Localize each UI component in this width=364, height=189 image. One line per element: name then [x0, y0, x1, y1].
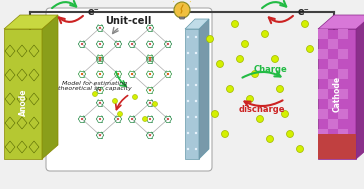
Circle shape — [131, 43, 133, 45]
Circle shape — [174, 2, 190, 18]
Circle shape — [149, 118, 151, 120]
Circle shape — [266, 136, 273, 143]
Circle shape — [131, 73, 133, 75]
Polygon shape — [199, 19, 209, 159]
Circle shape — [99, 27, 101, 29]
Circle shape — [252, 70, 258, 77]
Circle shape — [99, 43, 101, 45]
Circle shape — [195, 132, 197, 134]
Polygon shape — [318, 29, 328, 39]
Circle shape — [211, 111, 218, 118]
Circle shape — [92, 91, 98, 97]
Circle shape — [118, 112, 123, 116]
Polygon shape — [318, 49, 328, 59]
Circle shape — [149, 102, 151, 104]
Polygon shape — [318, 129, 328, 139]
Polygon shape — [185, 19, 209, 29]
Polygon shape — [338, 89, 348, 99]
Polygon shape — [318, 149, 328, 159]
Circle shape — [195, 100, 197, 102]
Circle shape — [187, 52, 189, 54]
Circle shape — [149, 89, 151, 91]
Circle shape — [167, 43, 169, 45]
Circle shape — [237, 56, 244, 63]
Circle shape — [99, 134, 101, 136]
Text: Cathode: Cathode — [332, 76, 341, 112]
Circle shape — [117, 43, 119, 45]
Circle shape — [277, 85, 284, 92]
Circle shape — [195, 84, 197, 86]
Polygon shape — [338, 29, 348, 39]
Polygon shape — [338, 69, 348, 79]
Circle shape — [142, 116, 147, 122]
Circle shape — [149, 134, 151, 136]
Circle shape — [226, 85, 233, 92]
Polygon shape — [4, 29, 42, 159]
Circle shape — [232, 20, 238, 28]
Polygon shape — [328, 39, 338, 49]
Circle shape — [272, 56, 278, 63]
Text: Model for estimating
theoretical sp. capacity: Model for estimating theoretical sp. cap… — [58, 81, 132, 91]
Polygon shape — [328, 99, 338, 109]
Circle shape — [99, 73, 101, 75]
Polygon shape — [328, 59, 338, 69]
Text: e⁻: e⁻ — [88, 7, 100, 17]
Circle shape — [167, 73, 169, 75]
Circle shape — [281, 111, 289, 118]
Circle shape — [195, 68, 197, 70]
Circle shape — [99, 102, 101, 104]
Circle shape — [261, 30, 269, 37]
Circle shape — [241, 40, 249, 47]
Circle shape — [117, 118, 119, 120]
Circle shape — [195, 116, 197, 118]
Polygon shape — [185, 29, 199, 159]
Circle shape — [301, 20, 309, 28]
Polygon shape — [338, 49, 348, 59]
Circle shape — [131, 118, 133, 120]
Circle shape — [187, 116, 189, 118]
Circle shape — [206, 36, 214, 43]
Circle shape — [99, 59, 101, 61]
Polygon shape — [318, 29, 356, 159]
Polygon shape — [338, 109, 348, 119]
Polygon shape — [4, 15, 58, 29]
Circle shape — [153, 101, 158, 106]
Polygon shape — [318, 109, 328, 119]
Circle shape — [149, 57, 151, 59]
Circle shape — [187, 84, 189, 86]
Circle shape — [187, 100, 189, 102]
Polygon shape — [328, 139, 338, 149]
Circle shape — [286, 130, 293, 138]
Circle shape — [195, 52, 197, 54]
Circle shape — [81, 43, 83, 45]
Polygon shape — [318, 89, 328, 99]
Text: e⁻: e⁻ — [298, 7, 310, 17]
Circle shape — [112, 98, 118, 104]
Polygon shape — [338, 129, 348, 139]
Circle shape — [99, 118, 101, 120]
Circle shape — [149, 43, 151, 45]
Circle shape — [195, 148, 197, 150]
Circle shape — [217, 60, 223, 67]
FancyBboxPatch shape — [46, 8, 212, 171]
Polygon shape — [179, 17, 185, 19]
Polygon shape — [318, 134, 356, 159]
Circle shape — [257, 115, 264, 122]
Circle shape — [99, 89, 101, 91]
Polygon shape — [338, 149, 348, 159]
Circle shape — [187, 36, 189, 38]
Circle shape — [149, 27, 151, 29]
Text: discharge: discharge — [239, 105, 285, 114]
Circle shape — [222, 130, 229, 138]
Text: Unit-cell: Unit-cell — [105, 16, 151, 26]
Polygon shape — [318, 69, 328, 79]
Polygon shape — [328, 79, 338, 89]
Circle shape — [167, 118, 169, 120]
Polygon shape — [318, 15, 364, 29]
Circle shape — [99, 57, 101, 59]
Circle shape — [195, 36, 197, 38]
Polygon shape — [42, 15, 58, 159]
Text: Charge: Charge — [253, 64, 287, 74]
Polygon shape — [356, 15, 364, 159]
